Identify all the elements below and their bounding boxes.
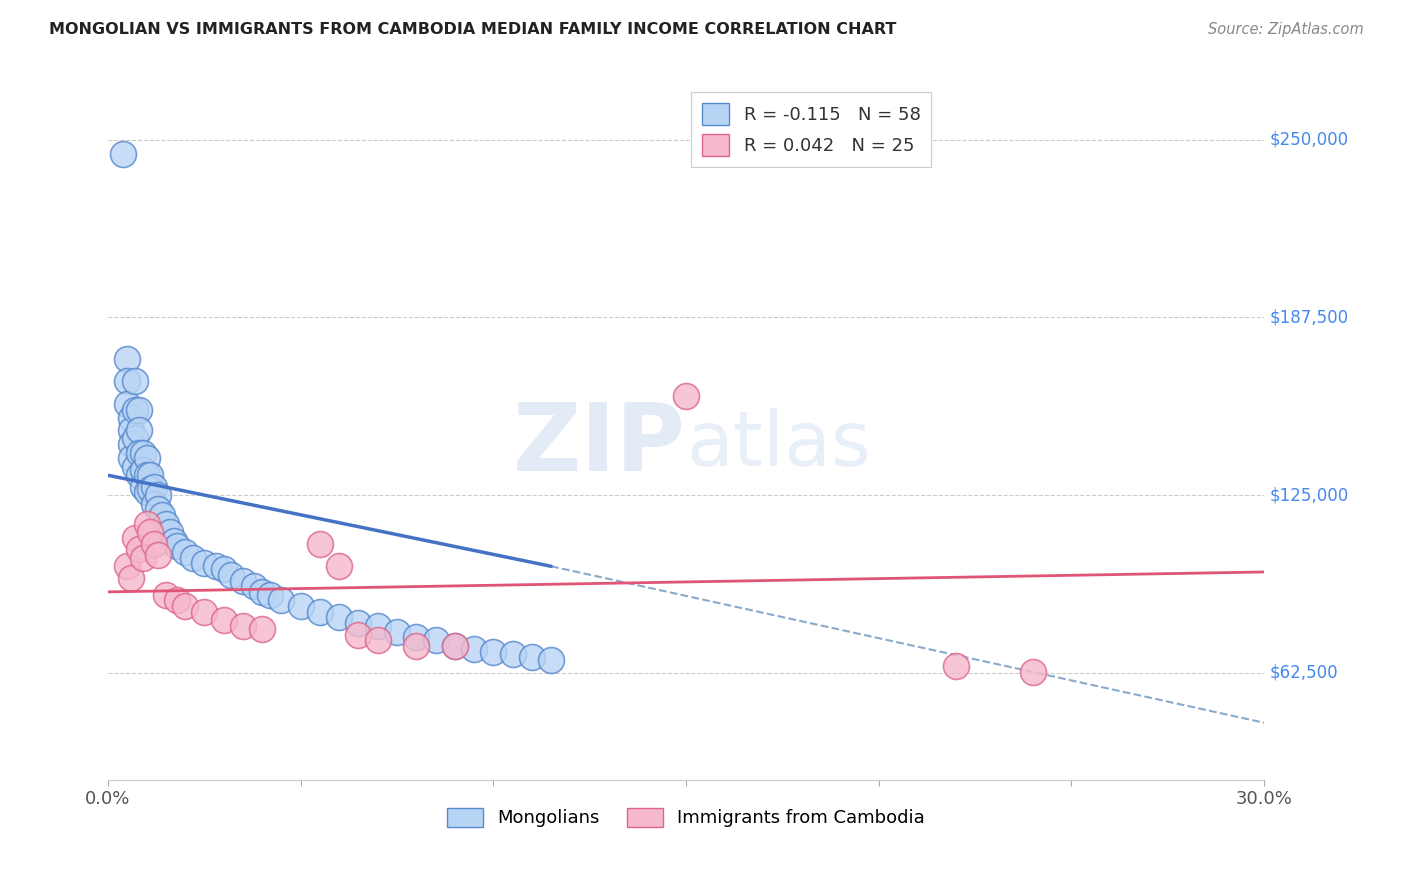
Point [128, 423, 150, 437]
Text: $62,500: $62,500 [1270, 664, 1339, 682]
Point [128, 402, 150, 417]
Point [193, 557, 215, 571]
Point [367, 633, 389, 648]
Point [166, 593, 188, 607]
Point [131, 550, 153, 565]
Point [259, 588, 281, 602]
Point [117, 375, 139, 389]
Point [540, 653, 562, 667]
Point [212, 613, 235, 627]
Point [124, 531, 146, 545]
Point [243, 579, 266, 593]
Point [212, 562, 235, 576]
Point [945, 658, 967, 673]
Legend: Mongolians, Immigrants from Cambodia: Mongolians, Immigrants from Cambodia [440, 801, 932, 835]
Point [120, 423, 142, 437]
Point [232, 574, 254, 588]
Text: MONGOLIAN VS IMMIGRANTS FROM CAMBODIA MEDIAN FAMILY INCOME CORRELATION CHART: MONGOLIAN VS IMMIGRANTS FROM CAMBODIA ME… [49, 22, 897, 37]
Point [112, 146, 135, 161]
Point [367, 619, 389, 633]
Point [150, 508, 173, 522]
Point [120, 437, 142, 451]
Point [135, 451, 157, 466]
Point [174, 599, 197, 613]
Point [405, 631, 427, 645]
Point [232, 619, 254, 633]
Point [162, 533, 184, 548]
Point [425, 633, 447, 648]
Point [328, 559, 350, 574]
Text: atlas: atlas [686, 409, 870, 483]
Point [181, 550, 204, 565]
Point [128, 445, 150, 459]
Point [290, 599, 312, 613]
Point [120, 451, 142, 466]
Point [135, 485, 157, 500]
Point [328, 610, 350, 624]
Point [117, 559, 139, 574]
Point [174, 545, 197, 559]
Point [135, 468, 157, 483]
Text: Source: ZipAtlas.com: Source: ZipAtlas.com [1208, 22, 1364, 37]
Point [139, 483, 162, 497]
Point [139, 468, 162, 483]
Point [250, 622, 273, 636]
Text: $250,000: $250,000 [1270, 130, 1348, 149]
Point [347, 627, 370, 641]
Point [124, 459, 146, 474]
Point [146, 488, 169, 502]
Point [139, 525, 162, 540]
Point [155, 588, 177, 602]
Point [131, 480, 153, 494]
Text: ZIP: ZIP [513, 400, 686, 491]
Point [135, 516, 157, 531]
Point [159, 525, 181, 540]
Point [124, 402, 146, 417]
Point [124, 431, 146, 445]
Point [155, 516, 177, 531]
Point [250, 585, 273, 599]
Point [128, 468, 150, 483]
Point [675, 389, 697, 403]
Point [143, 480, 166, 494]
Point [146, 548, 169, 562]
Point [143, 497, 166, 511]
Point [120, 411, 142, 425]
Point [221, 567, 243, 582]
Point [124, 375, 146, 389]
Point [193, 605, 215, 619]
Point [131, 462, 153, 476]
Point [385, 624, 408, 639]
Point [205, 559, 228, 574]
Point [1022, 665, 1045, 679]
Point [120, 571, 142, 585]
Point [146, 502, 169, 516]
Point [443, 639, 465, 653]
Point [117, 351, 139, 366]
Point [405, 639, 427, 653]
Point [502, 648, 524, 662]
Point [347, 616, 370, 631]
Text: $125,000: $125,000 [1270, 486, 1350, 504]
Point [166, 540, 188, 554]
Point [117, 397, 139, 411]
Point [143, 536, 166, 550]
Point [482, 645, 505, 659]
Point [520, 650, 543, 665]
Point [131, 445, 153, 459]
Point [463, 641, 485, 656]
Point [309, 605, 332, 619]
Point [270, 593, 292, 607]
Point [309, 536, 332, 550]
Text: $187,500: $187,500 [1270, 309, 1348, 326]
Point [128, 542, 150, 557]
Point [443, 639, 465, 653]
